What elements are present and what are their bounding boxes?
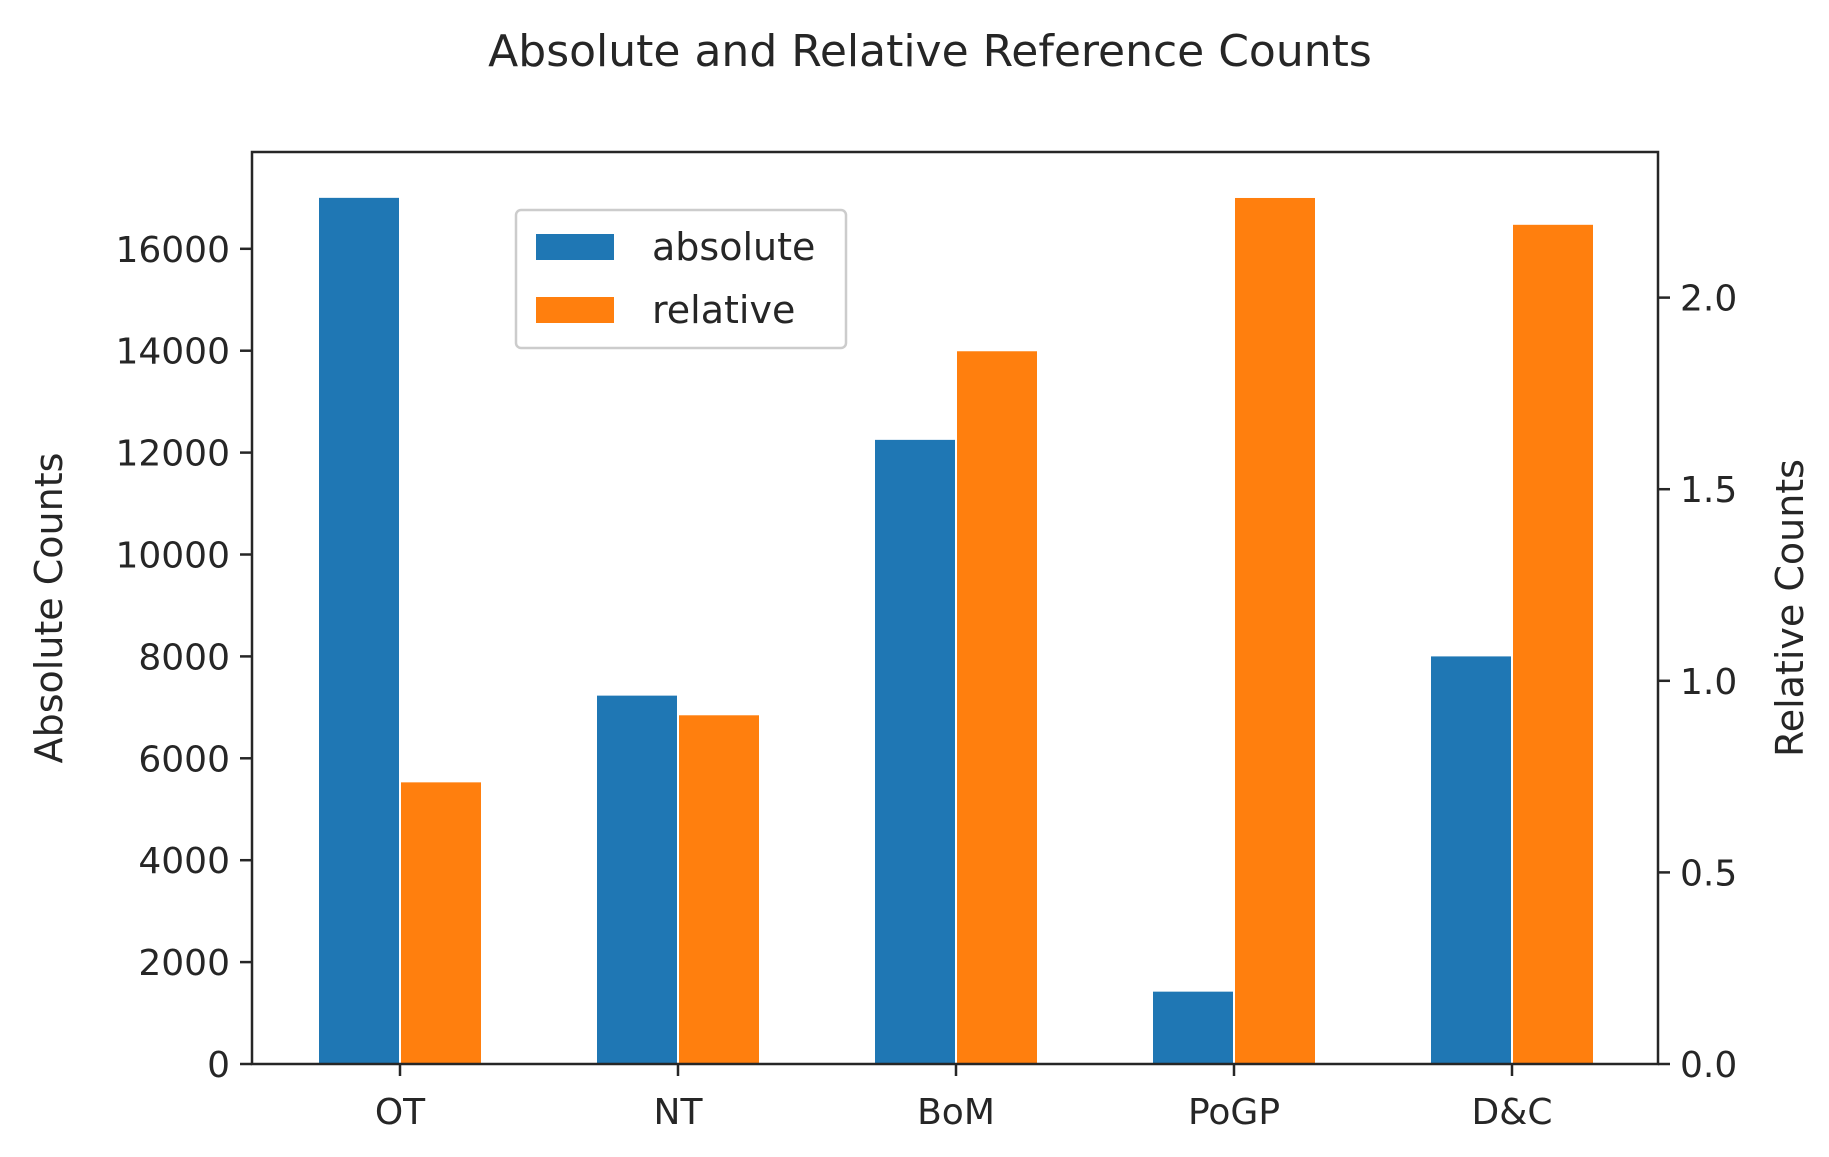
left-tick-label: 12000 — [115, 434, 230, 475]
bar-absolute-bom — [875, 439, 955, 1064]
bar-relative-nt — [679, 715, 759, 1064]
left-tick-label: 4000 — [138, 841, 230, 882]
bar-absolute-ot — [319, 197, 399, 1065]
right-tick-label: 1.0 — [1680, 662, 1737, 703]
left-tick-label: 2000 — [138, 943, 230, 984]
left-tick-label: 8000 — [138, 637, 230, 678]
x-tick-label-bom: BoM — [917, 1092, 995, 1133]
bar-relative-d-c — [1513, 224, 1593, 1065]
left-tick-label: 0 — [207, 1045, 230, 1086]
left-axis-ticks: 0 2000 4000 6000 8000 10000 12000 14000 16000 — [115, 230, 252, 1086]
x-axis-ticks: OT NT BoM PoGP D&C — [375, 1064, 1553, 1133]
right-tick-label: 0.0 — [1680, 1045, 1737, 1086]
legend-swatch-absolute — [536, 234, 614, 260]
right-tick-label: 1.5 — [1680, 470, 1737, 511]
right-tick-label: 0.5 — [1680, 853, 1737, 894]
x-tick-label-pogp: PoGP — [1188, 1092, 1280, 1133]
bar-relative-bom — [957, 351, 1037, 1064]
x-tick-label-d-c: D&C — [1472, 1092, 1553, 1133]
bar-relative-pogp — [1235, 197, 1315, 1064]
bar-absolute-pogp — [1153, 991, 1233, 1064]
right-axis-ticks: 0.0 0.5 1.0 1.5 2.0 — [1658, 279, 1737, 1086]
left-tick-label: 14000 — [115, 332, 230, 373]
x-tick-label-ot: OT — [375, 1092, 426, 1133]
right-axis-label: Relative Counts — [1768, 459, 1812, 757]
bar-absolute-d-c — [1431, 656, 1511, 1064]
left-tick-label: 6000 — [138, 739, 230, 780]
chart-title: Absolute and Relative Reference Counts — [488, 26, 1372, 77]
legend: absolute relative — [514, 208, 848, 350]
bar-absolute-nt — [597, 695, 677, 1064]
left-tick-label: 16000 — [115, 230, 230, 271]
right-tick-label: 2.0 — [1680, 279, 1737, 320]
bar-relative-ot — [401, 782, 481, 1064]
legend-label-relative: relative — [652, 288, 795, 332]
x-tick-label-nt: NT — [654, 1092, 704, 1133]
left-axis-label: Absolute Counts — [27, 453, 71, 764]
legend-swatch-relative — [536, 297, 614, 323]
legend-label-absolute: absolute — [652, 225, 815, 269]
bars-group — [319, 197, 1593, 1065]
left-tick-label: 10000 — [115, 536, 230, 577]
plot-area — [250, 150, 1660, 1066]
